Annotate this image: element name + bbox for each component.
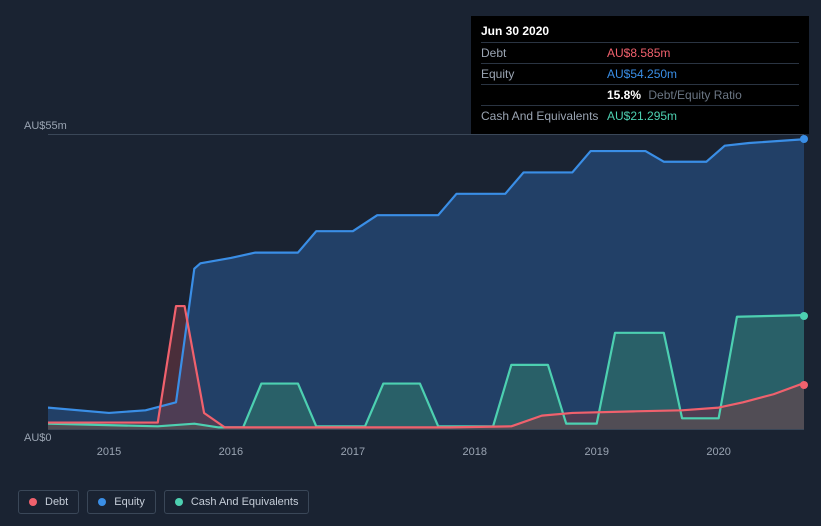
tooltip-value: AU$54.250m [607, 67, 677, 81]
tooltip-value: AU$8.585m [607, 46, 670, 60]
x-tick: 2020 [706, 446, 730, 458]
x-tick: 2016 [219, 446, 243, 458]
tooltip-ratio-label: Debt/Equity Ratio [648, 88, 741, 102]
chart-legend: Debt Equity Cash And Equivalents [18, 490, 309, 514]
tooltip-label: Cash And Equivalents [481, 109, 607, 123]
legend-swatch [98, 498, 106, 506]
x-tick: 2019 [584, 446, 608, 458]
legend-swatch [175, 498, 183, 506]
legend-label: Equity [114, 496, 145, 508]
legend-swatch [29, 498, 37, 506]
tooltip-row-equity: Equity AU$54.250m [481, 63, 799, 84]
tooltip-date: Jun 30 2020 [481, 24, 799, 42]
legend-item-debt[interactable]: Debt [18, 490, 79, 514]
series-end-marker [800, 135, 808, 143]
tooltip-row-ratio: 15.8% Debt/Equity Ratio [481, 84, 799, 105]
legend-label: Cash And Equivalents [191, 496, 299, 508]
legend-label: Debt [45, 496, 68, 508]
chart-tooltip: Jun 30 2020 Debt AU$8.585m Equity AU$54.… [471, 16, 809, 134]
y-axis-label-top: AU$55m [24, 120, 67, 132]
series-end-marker [800, 381, 808, 389]
x-tick: 2015 [97, 446, 121, 458]
tooltip-value: AU$21.295m [607, 109, 677, 123]
x-tick: 2018 [463, 446, 487, 458]
tooltip-label: Debt [481, 46, 607, 60]
legend-item-equity[interactable]: Equity [87, 490, 156, 514]
tooltip-label [481, 88, 607, 102]
series-end-marker [800, 312, 808, 320]
chart-plot[interactable] [48, 134, 804, 430]
x-tick: 2017 [341, 446, 365, 458]
legend-item-cash[interactable]: Cash And Equivalents [164, 490, 310, 514]
chart-area: AU$55m AU$0 [18, 122, 804, 442]
y-axis-label-bottom: AU$0 [24, 432, 52, 444]
tooltip-label: Equity [481, 67, 607, 81]
tooltip-ratio-pct: 15.8% [607, 88, 641, 102]
x-axis: 2015 2016 2017 2018 2019 2020 [48, 446, 804, 464]
tooltip-row-debt: Debt AU$8.585m [481, 42, 799, 63]
